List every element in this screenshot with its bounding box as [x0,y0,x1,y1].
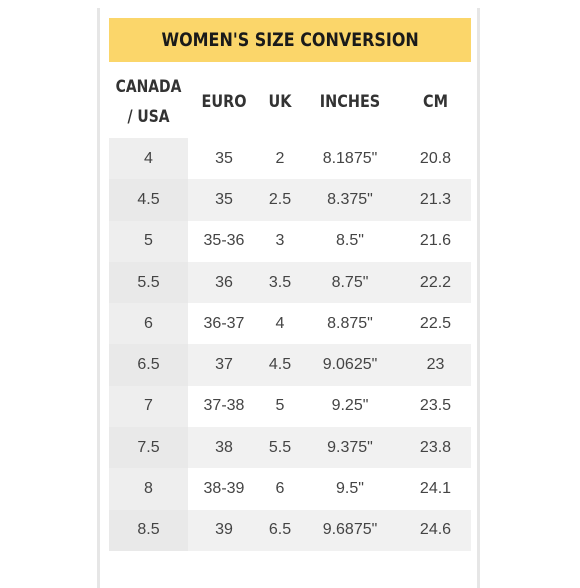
table-row: 7 37-38 5 9.25" 23.5 [109,385,471,428]
cell-canada-usa: 6.5 [109,344,188,386]
cell-inches: 9.6875" [322,521,378,539]
cell-uk: 6.5 [268,521,292,539]
cell-inches: 9.375" [327,438,373,456]
cell-inches: 8.875" [327,314,373,332]
cell-canada-usa: 7.5 [109,427,188,469]
cell-euro: 39 [215,521,233,539]
cell-inches: 8.75" [331,273,369,291]
cell-euro: 37 [215,356,233,374]
cell-cm: 20.8 [419,149,452,167]
table-row: 7.5 38 5.5 9.375" 23.8 [109,427,471,469]
cell-euro: 35-36 [203,232,245,250]
cell-euro: 36 [215,273,233,291]
cell-canada-usa: 8 [109,468,188,510]
cell-euro: 35 [215,149,233,167]
chart-title: WOMEN'S SIZE CONVERSION [161,29,419,51]
header-canada-usa: CANADA / USA [115,77,182,127]
table-row: 5.5 36 3.5 8.75" 22.2 [109,261,471,304]
cell-uk: 3 [275,232,285,250]
table-row: 8 38-39 6 9.5" 24.1 [109,468,471,510]
cell-uk: 4.5 [268,356,292,374]
table-row: 5 35-36 3 8.5" 21.6 [109,220,471,262]
cell-canada-usa: 6 [109,303,188,345]
cell-inches: 8.1875" [322,149,378,167]
cell-uk: 2.5 [268,190,292,208]
cell-canada-usa: 4 [109,138,188,180]
cell-euro: 35 [215,190,233,208]
header-euro: EURO [201,92,247,112]
cell-cm: 24.6 [419,521,452,539]
cell-canada-usa: 5.5 [109,261,188,304]
cell-inches: 8.5" [336,232,364,250]
table-row: 6 36-37 4 8.875" 22.5 [109,303,471,345]
table-row: 8.5 39 6.5 9.6875" 24.6 [109,509,471,551]
cell-inches: 8.375" [327,190,373,208]
cell-cm: 23.5 [419,397,452,415]
size-conversion-table: CANADA / USA EURO UK INCHES CM 4 35 2 8.187… [109,66,471,551]
table-row: 4 35 2 8.1875" 20.8 [109,138,471,180]
cell-euro: 38 [215,438,233,456]
cell-uk: 5 [275,397,285,415]
cell-euro: 37-38 [203,397,245,415]
cell-canada-usa: 4.5 [109,179,188,221]
table-row: 4.5 35 2.5 8.375" 21.3 [109,179,471,221]
cell-euro: 38-39 [203,480,245,498]
cell-cm: 23 [426,356,445,374]
cell-cm: 24.1 [419,480,452,498]
cell-inches: 9.5" [336,480,364,498]
cell-euro: 36-37 [203,314,245,332]
table-body: 4 35 2 8.1875" 20.8 4.5 35 2.5 8.375" 21.3 5 35-36 3… [109,138,471,551]
cell-canada-usa: 8.5 [109,509,188,551]
table-header-row: CANADA / USA EURO UK INCHES CM [109,66,471,138]
header-inches: INCHES [319,92,381,112]
cell-cm: 21.3 [419,190,452,208]
cell-canada-usa: 7 [109,385,188,428]
cell-cm: 22.5 [419,314,452,332]
cell-inches: 9.25" [331,397,369,415]
cell-uk: 4 [275,314,285,332]
title-banner: WOMEN'S SIZE CONVERSION [109,18,471,62]
cell-uk: 5.5 [268,438,292,456]
cell-cm: 21.6 [419,232,452,250]
cell-inches: 9.0625" [322,356,378,374]
cell-canada-usa: 5 [109,220,188,262]
cell-uk: 2 [275,149,285,167]
table-row: 6.5 37 4.5 9.0625" 23 [109,344,471,386]
header-uk: UK [268,92,292,112]
cell-cm: 23.8 [419,438,452,456]
cell-uk: 3.5 [268,273,292,291]
cell-uk: 6 [275,480,285,498]
header-cm: CM [423,92,448,112]
cell-cm: 22.2 [419,273,452,291]
